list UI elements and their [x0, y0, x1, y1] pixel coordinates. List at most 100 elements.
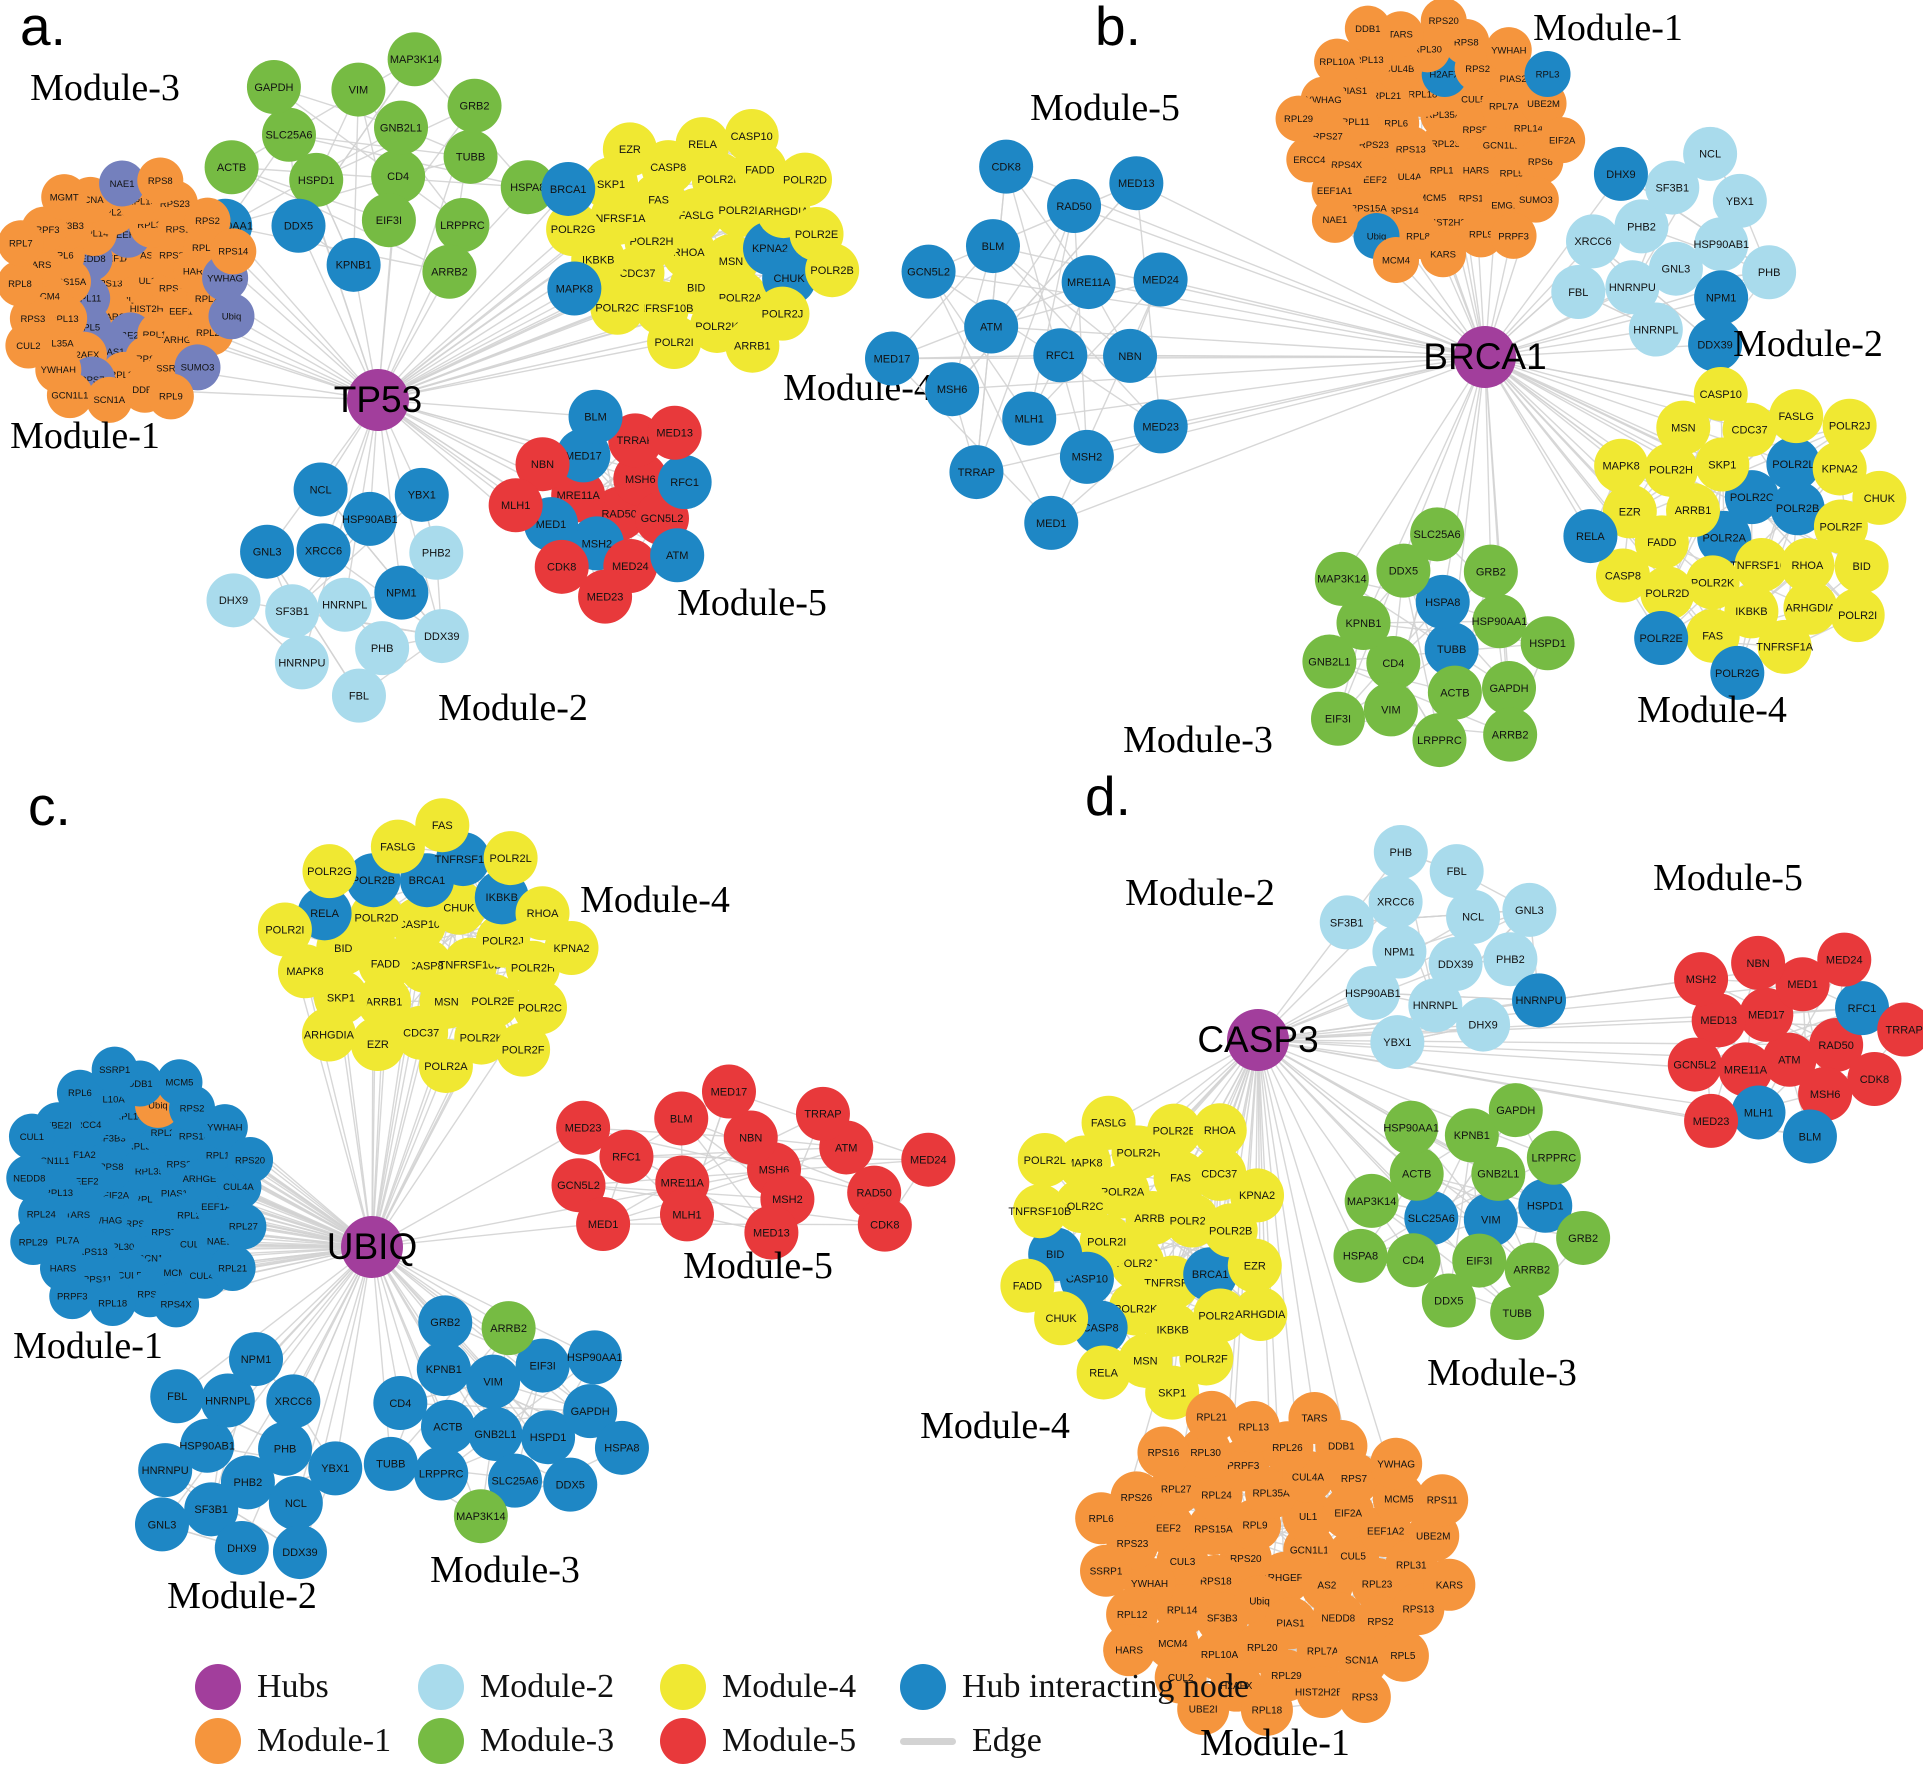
edge [231, 58, 415, 168]
node-GAPDH [246, 60, 301, 115]
node-TRRAP [795, 1086, 850, 1141]
panel-a-module-5-label: Module-5 [677, 582, 827, 624]
hub-edge [1257, 1039, 1492, 1221]
node-label-LRPPRC: LRPPRC [1532, 1153, 1577, 1165]
node-label-HARS: HARS [1115, 1646, 1143, 1657]
node-label-CDC37: CDC37 [619, 268, 655, 280]
panel-letter-c: c. [28, 775, 71, 837]
node-label-POLR2E: POLR2E [795, 229, 838, 241]
node-label-EEF1A2: EEF1A2 [60, 1150, 95, 1161]
node-label-H2AFX: H2AFX [1220, 1681, 1253, 1692]
node-label-POLR2K: POLR2K [695, 321, 739, 333]
node-label-RPL13: RPL13 [50, 314, 79, 325]
node-label-RPS6: RPS6 [1528, 157, 1553, 168]
node-label-POLR2H: POLR2H [629, 236, 673, 248]
node-DHX9 [1593, 146, 1648, 201]
node-HNRNPL [1408, 978, 1463, 1033]
node-label-MED13: MED13 [753, 1227, 790, 1239]
node-label-GCN5L2: GCN5L2 [1673, 1059, 1716, 1071]
node-label-EEF2: EEF2 [1363, 175, 1387, 186]
node-label-MED23: MED23 [1693, 1116, 1730, 1128]
node-POLR2G [546, 202, 601, 257]
node-label-YWHAH: YWHAH [1491, 45, 1527, 56]
node-DDB1 [1344, 5, 1391, 52]
node-label-GRB2: GRB2 [1476, 566, 1506, 578]
node-MRE11A [1061, 255, 1116, 310]
node-label-SKP1: SKP1 [1708, 459, 1736, 471]
node-label-DDX5: DDX5 [1434, 1295, 1463, 1307]
panel-c-module-5-label: Module-5 [683, 1245, 833, 1287]
node-POLR2C [1054, 1179, 1109, 1234]
node-label-RPS6: RPS6 [125, 1219, 150, 1230]
node-MSN [1656, 400, 1711, 455]
node-label-HSP90AA1: HSP90AA1 [1383, 1123, 1439, 1135]
node-label-RPL29: RPL29 [98, 207, 127, 218]
node-UBE2I [1177, 1682, 1230, 1735]
node-label-RPL12: RPL12 [1117, 1610, 1148, 1621]
node-label-RPS4X: RPS4X [161, 1300, 193, 1311]
edge [291, 494, 423, 612]
node-RFC1 [657, 455, 712, 510]
node-label-RPL29: RPL29 [1271, 1671, 1302, 1682]
node-EIF3I [361, 193, 416, 248]
node-label-RHOA: RHOA [1792, 560, 1824, 572]
node-BID [1834, 539, 1889, 594]
node-POLR2D [778, 152, 833, 207]
node-label-RFC1: RFC1 [1046, 350, 1075, 362]
node-KPNB1 [416, 1342, 471, 1397]
node-label-MSH2: MSH2 [582, 538, 613, 550]
node-label-RPL23: RPL23 [195, 294, 224, 305]
node-label-POLR2H: POLR2H [1117, 1147, 1161, 1159]
node-RPL18 [89, 1280, 136, 1327]
node-label-ATM: ATM [835, 1142, 857, 1154]
node-label-HSPA8: HSPA8 [1425, 597, 1460, 609]
hub-edge [377, 287, 575, 401]
edge [891, 358, 1052, 524]
hub-interacting-node-swatch [900, 1664, 946, 1710]
hub-edge [1073, 205, 1486, 358]
node-label-RPS7: RPS7 [151, 1227, 176, 1238]
node-MAP3K14 [387, 32, 442, 87]
panel-c-module-2-label: Module-2 [167, 1575, 317, 1617]
node-VIM [1363, 682, 1418, 737]
node-label-XRCC6: XRCC6 [1574, 236, 1611, 248]
node-label-CASP10: CASP10 [731, 131, 773, 143]
node-label-BLM: BLM [982, 241, 1005, 253]
node-ATM [964, 299, 1019, 354]
node-MED13 [647, 405, 702, 460]
node-label-RPL21: RPL21 [1372, 91, 1401, 102]
node-POLR2H [1643, 442, 1698, 497]
node-label-EEF1A: EEF1A [101, 253, 132, 264]
node-label-RPL12: RPL12 [206, 1151, 235, 1162]
node-RELA [1076, 1345, 1131, 1400]
node-label-DDX39: DDX39 [1697, 339, 1732, 351]
panel-b-module-1: RPL23 RPS13 RPL35A RPL12 RPL6 RPS5 CUL4A RPL18 H… [1275, 0, 1586, 284]
node-label-RPL7: RPL7 [134, 1194, 158, 1205]
node-FASLG [370, 819, 425, 874]
node-HSPD1 [1520, 616, 1575, 671]
node-RPS20 [1420, 0, 1467, 44]
node-ARHGDIA [1783, 580, 1838, 635]
node-FADD [358, 936, 413, 991]
node-label-RPL14: RPL14 [1167, 1606, 1198, 1617]
node-RPL29 [10, 1219, 57, 1266]
node-NCL [1683, 126, 1738, 181]
node-label-DDX39: DDX39 [282, 1547, 317, 1559]
node-label-RELA: RELA [310, 908, 339, 920]
node-FBL [1551, 265, 1606, 320]
node-label-MCM4: MCM4 [163, 1268, 191, 1279]
node-CHUK [1034, 1291, 1089, 1346]
node-label-MED17: MED17 [711, 1086, 748, 1098]
hub-label-UBIQ: UBIQ [327, 1226, 417, 1267]
node-label-BRCA1: BRCA1 [409, 875, 446, 887]
node-label-POLR2D: POLR2D [355, 913, 399, 925]
node-ARHGDIA [301, 1007, 356, 1062]
node-label-NBN: NBN [1747, 958, 1770, 970]
panel-d-module-3: VIM SLC25A6 GNB2L1 EIF3I ACTB HSPD1 CD4 KPNB1 AR… [1333, 1083, 1611, 1341]
node-label-MSN: MSN [719, 256, 744, 268]
node-SUMO3 [1512, 176, 1559, 223]
node-label-VIM: VIM [1381, 704, 1401, 716]
node-label-RPL6: RPL6 [1384, 119, 1408, 130]
node-CUL1 [8, 1113, 55, 1160]
node-SF3B1 [184, 1482, 239, 1537]
